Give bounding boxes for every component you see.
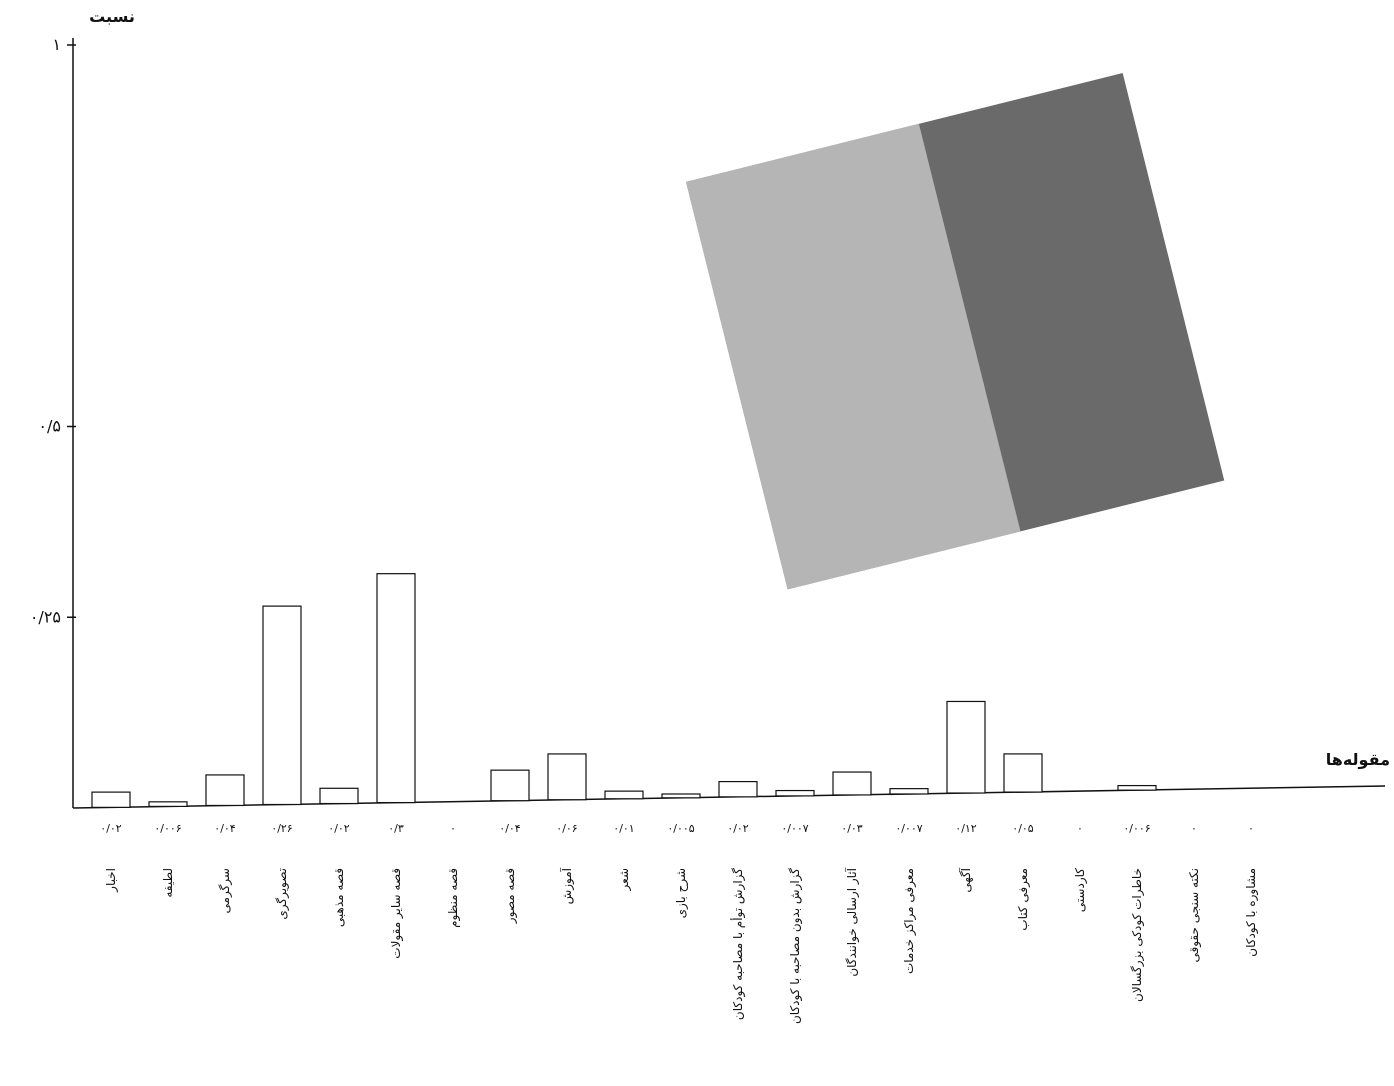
bar <box>832 771 872 796</box>
value-label: ۰/۰۰۵ <box>667 822 694 835</box>
bar <box>946 700 986 794</box>
x-tick-label: سرگرمی <box>218 868 233 913</box>
value-label: ۰/۰۱ <box>613 822 634 835</box>
value-label: ۰ <box>1248 822 1254 835</box>
value-label: ۰/۰۰۷ <box>781 822 808 835</box>
x-tick-label: خاطرات کودکی بزرگسالان <box>1130 868 1145 1002</box>
y-tick-label: ۱ <box>52 35 61 54</box>
bar <box>319 787 359 805</box>
x-tick-label: مشاوره با کودکان <box>1244 868 1259 957</box>
bar <box>376 573 416 804</box>
bar <box>718 780 758 798</box>
bar <box>91 791 131 808</box>
x-tick-label: آموزش <box>559 867 575 904</box>
photo-rect <box>686 123 1021 590</box>
x-tick-label: شعر <box>617 868 632 891</box>
x-tick-label: قصه مصور <box>503 868 518 924</box>
x-tick-label: معرفی کتاب <box>1016 868 1031 931</box>
value-label: ۰/۰۰۶ <box>1123 822 1150 835</box>
bar <box>1117 784 1157 791</box>
value-label: ۰ <box>1077 822 1083 835</box>
x-tick-label: معرفی مراکز خدمات <box>902 868 917 974</box>
value-label: ۰/۰۶ <box>556 822 577 835</box>
bar <box>775 789 815 797</box>
x-tick-label: نکته سنجی حقوقی <box>1187 868 1202 963</box>
value-label: ۰ <box>450 822 456 835</box>
x-tick-label: کاردستی <box>1073 868 1088 912</box>
value-label: ۰/۲۶ <box>271 822 292 835</box>
bar <box>490 769 530 802</box>
x-tick-label: تصویرگری <box>275 868 290 920</box>
x-tick-label: اخبار <box>104 868 119 893</box>
x-tick-label: قصه مذهبی <box>332 868 346 927</box>
value-label: ۰/۰۵ <box>1012 822 1034 835</box>
x-tick-label: لطیفه <box>161 868 175 898</box>
bar <box>1003 753 1043 793</box>
value-label: ۰/۰۰۷ <box>895 822 922 835</box>
value-label: ۰/۰۲ <box>328 822 350 835</box>
value-label: ۰/۰۳ <box>841 822 863 835</box>
x-tick-label: گزارش توأم با مصاحبه کودکان <box>730 868 746 1020</box>
x-axis-label: مقوله‌ها <box>1326 750 1390 769</box>
bar <box>205 774 245 807</box>
y-tick-label: ۰/۲۵ <box>30 607 61 626</box>
value-label: ۰/۰۴ <box>499 822 521 835</box>
x-tick-label: آثار ارسالی خوانندگان <box>844 867 860 976</box>
x-tick-label: قصه منظوم <box>446 868 461 928</box>
x-tick-label: شرح بازی <box>674 868 689 918</box>
bar <box>262 605 302 806</box>
bar <box>604 790 644 800</box>
x-tick-label: آگهی <box>958 867 973 892</box>
bar <box>661 793 701 799</box>
value-label: ۰/۰۴ <box>214 822 236 835</box>
value-label: ۰/۰۰۶ <box>154 822 181 835</box>
x-tick-label: گزارش بدون مصاحبه با کودکان <box>788 868 803 1024</box>
value-label: ۰/۰۲ <box>100 822 122 835</box>
value-label: ۰/۳ <box>388 822 404 835</box>
photo <box>686 73 1225 590</box>
value-label: ۰ <box>1191 822 1197 835</box>
bar <box>148 801 188 808</box>
value-label: ۰/۰۲ <box>727 822 749 835</box>
y-tick-label: ۰/۵ <box>38 417 61 436</box>
bar <box>889 788 929 795</box>
value-label: ۰/۱۲ <box>955 822 977 835</box>
x-tick-label: قصه سایر مقولات <box>389 868 404 959</box>
bar <box>547 753 587 801</box>
y-axis-label: نسبت <box>89 7 135 26</box>
